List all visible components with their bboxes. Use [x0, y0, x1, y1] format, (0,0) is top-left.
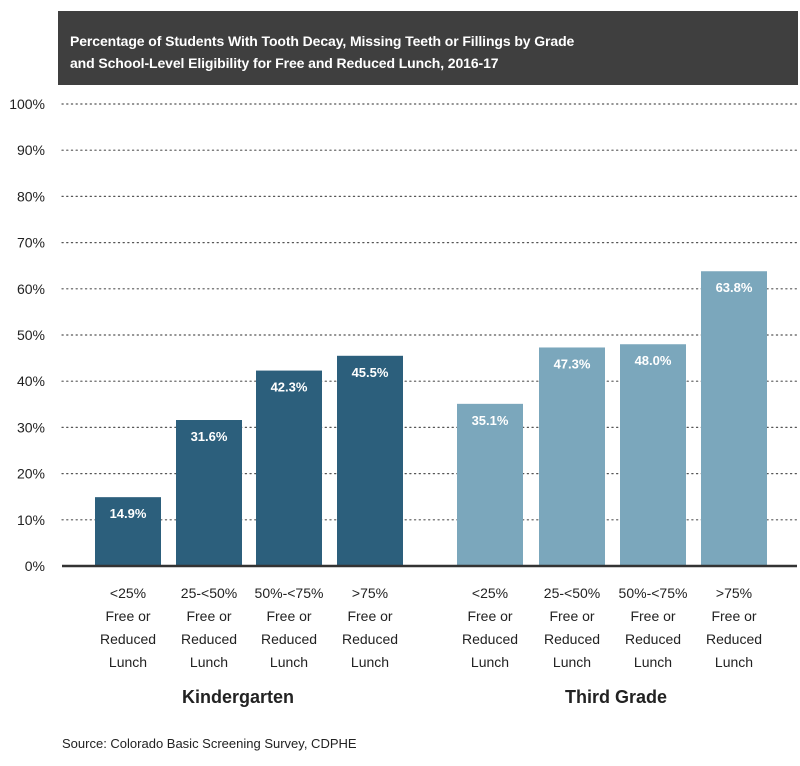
chart-title: Percentage of Students With Tooth Decay,…: [58, 11, 798, 85]
group-label: Third Grade: [565, 687, 667, 707]
bar: [176, 420, 242, 566]
bar: [539, 347, 605, 566]
category-label: <25% Free or Reduced Lunch: [462, 585, 518, 670]
chart-title-line-1: Percentage of Students With Tooth Decay,…: [70, 33, 575, 49]
y-tick-label: 40%: [17, 373, 45, 389]
bar: [701, 271, 767, 566]
y-tick-label: 10%: [17, 512, 45, 528]
y-tick-label: 70%: [17, 235, 45, 251]
bar: [457, 403, 523, 566]
category-label: 50%-<75% Free or Reduced Lunch: [619, 585, 688, 670]
y-tick-label: 90%: [17, 142, 45, 158]
bar-value-label: 42.3%: [271, 380, 308, 395]
bar-value-label: 45.5%: [352, 365, 389, 380]
y-tick-label: 30%: [17, 419, 45, 435]
bar-value-label: 31.6%: [191, 429, 228, 444]
y-tick-label: 20%: [17, 466, 45, 482]
bar-value-label: 63.8%: [716, 280, 753, 295]
category-label: 50%-<75% Free or Reduced Lunch: [255, 585, 324, 670]
source-note: Source: Colorado Basic Screening Survey,…: [62, 736, 357, 751]
bar-value-label: 48.0%: [635, 353, 672, 368]
bar: [256, 370, 322, 566]
category-label: 25-<50% Free or Reduced Lunch: [544, 585, 600, 670]
chart-title-line-2: and School-Level Eligibility for Free an…: [70, 55, 499, 71]
y-tick-label: 60%: [17, 281, 45, 297]
category-label: >75% Free or Reduced Lunch: [342, 585, 398, 670]
category-label: 25-<50% Free or Reduced Lunch: [181, 585, 237, 670]
y-tick-label: 80%: [17, 188, 45, 204]
category-label: >75% Free or Reduced Lunch: [706, 585, 762, 670]
bar-value-label: 14.9%: [110, 506, 147, 521]
bar-value-label: 35.1%: [472, 413, 509, 428]
y-tick-label: 50%: [17, 327, 45, 343]
bar: [95, 497, 161, 566]
bar: [620, 344, 686, 566]
group-label: Kindergarten: [182, 687, 294, 707]
y-tick-label: 100%: [9, 96, 45, 112]
bar: [337, 355, 403, 566]
bar-value-label: 47.3%: [554, 356, 591, 371]
category-label: <25% Free or Reduced Lunch: [100, 585, 156, 670]
y-tick-label: 0%: [25, 558, 45, 574]
